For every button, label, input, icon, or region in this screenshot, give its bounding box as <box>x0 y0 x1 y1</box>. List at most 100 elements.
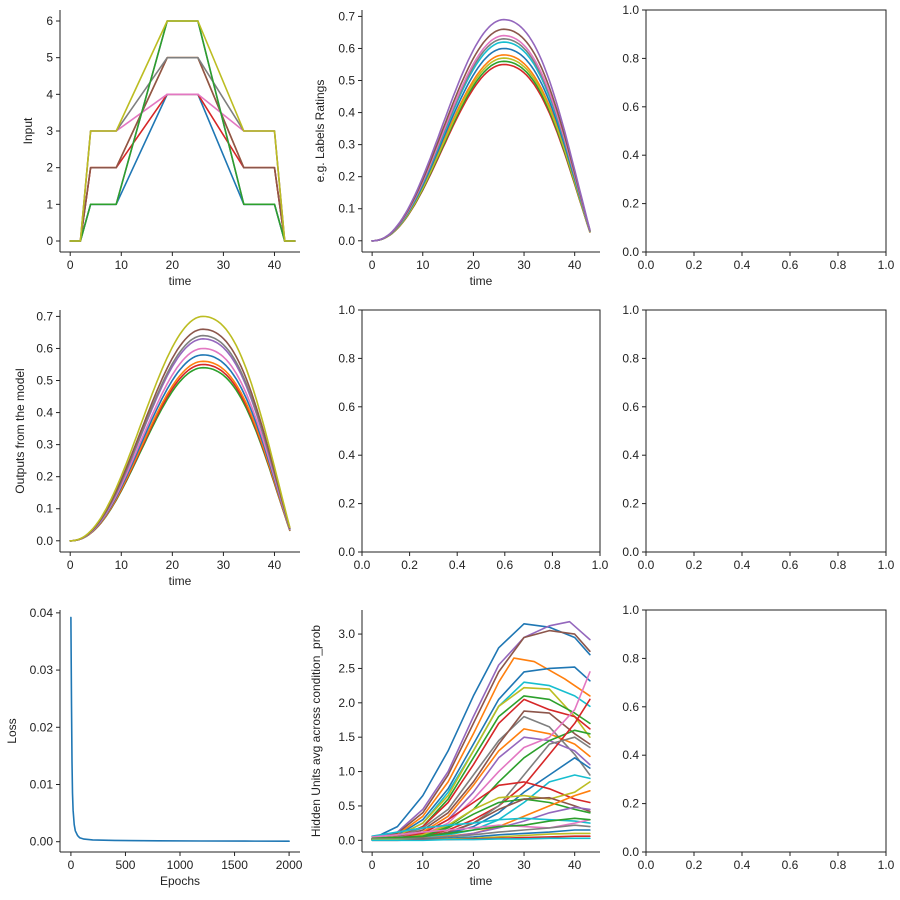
x-tick-label: 0.0 <box>638 858 655 872</box>
x-tick-label: 40 <box>268 258 282 272</box>
x-tick-label: 40 <box>568 258 582 272</box>
series-line-9 <box>69 20 296 242</box>
series-line-3 <box>371 629 591 840</box>
y-tick-label: 0.02 <box>30 720 54 734</box>
x-tick-label: 0.6 <box>496 558 513 572</box>
x-axis-label: Epochs <box>160 874 200 888</box>
y-tick-label: 0.6 <box>622 400 639 414</box>
y-axis-label: e.g. Labels Ratings <box>313 80 327 183</box>
x-tick-label: 0.0 <box>638 558 655 572</box>
axes-frame <box>645 309 887 553</box>
y-tick-label: 2.0 <box>338 696 355 710</box>
subplot-empty-3-3: 0.0 0.2 0.4 0.6 0.8 1.0 0.0 0.2 0.4 0.6 0.8 1.0 <box>622 603 894 872</box>
x-tick-label: 30 <box>217 258 231 272</box>
series-line-2 <box>371 620 591 840</box>
y-tick-label: 0.2 <box>622 197 639 211</box>
x-tick-label: 0 <box>369 258 376 272</box>
series-line-9 <box>69 315 291 542</box>
x-axis-label: time <box>470 874 493 888</box>
y-tick-label: 6 <box>46 14 53 28</box>
y-axis-label: Input <box>21 117 35 144</box>
y-tick-label: 1.0 <box>338 765 355 779</box>
x-tick-label: 10 <box>115 558 129 572</box>
x-tick-label: 10 <box>416 858 430 872</box>
x-tick-label: 0 <box>67 258 74 272</box>
subplot-empty-2-3: 0.0 0.2 0.4 0.6 0.8 1.0 0.0 0.2 0.4 0.6 0.8 1.0 <box>622 303 894 572</box>
y-tick-label: 5 <box>46 51 53 65</box>
x-tick-label: 0.4 <box>449 558 466 572</box>
x-tick-label: 30 <box>217 558 231 572</box>
subplot-empty-1-3: 0.0 0.2 0.4 0.6 0.8 1.0 0.0 0.2 0.4 0.6 0.8 1.0 <box>622 3 894 272</box>
y-tick-label: 0.5 <box>338 74 355 88</box>
y-tick-label: 0.0 <box>622 245 639 259</box>
series-line-4 <box>371 657 591 840</box>
y-tick-label: 0.0 <box>338 545 355 559</box>
x-tick-label: 0.2 <box>401 558 418 572</box>
x-tick-label: 0.2 <box>686 258 703 272</box>
x-tick-label: 1.0 <box>878 858 895 872</box>
x-tick-label: 0.4 <box>734 858 751 872</box>
y-tick-label: 0.7 <box>338 9 355 23</box>
x-tick-label: 0.8 <box>544 558 561 572</box>
y-tick-label: 4 <box>46 87 53 101</box>
y-tick-label: 1.0 <box>622 303 639 317</box>
y-tick-label: 0.0 <box>622 845 639 859</box>
y-tick-label: 0.01 <box>30 777 54 791</box>
axes-frame <box>645 609 887 853</box>
series-line-27 <box>371 818 591 838</box>
x-tick-label: 20 <box>467 258 481 272</box>
x-tick-label: 0.0 <box>638 258 655 272</box>
series-line-5 <box>371 666 591 840</box>
x-tick-label: 1.0 <box>878 558 895 572</box>
x-tick-label: 1500 <box>221 858 248 872</box>
y-tick-label: 0.5 <box>36 374 53 388</box>
y-tick-label: 2.5 <box>338 661 355 675</box>
y-tick-label: 0.6 <box>622 700 639 714</box>
x-tick-label: 0.6 <box>782 858 799 872</box>
x-tick-label: 1.0 <box>592 558 609 572</box>
y-tick-label: 0 <box>46 234 53 248</box>
y-tick-label: 0.8 <box>622 351 639 365</box>
y-tick-label: 0.00 <box>30 835 54 849</box>
x-tick-label: 20 <box>166 258 180 272</box>
x-tick-label: 0.6 <box>782 558 799 572</box>
y-tick-label: 0.0 <box>338 833 355 847</box>
y-tick-label: 0.6 <box>622 100 639 114</box>
subplot-loss: 0 500 1000 1500 2000 0.00 0.01 0.02 0.03 0.04 Epoc… <box>5 606 303 888</box>
x-tick-label: 0.0 <box>354 558 371 572</box>
y-axis-label: Outputs from the model <box>13 368 27 493</box>
y-tick-label: 0.5 <box>338 799 355 813</box>
y-tick-label: 0.2 <box>36 470 53 484</box>
y-tick-label: 0.6 <box>36 341 53 355</box>
y-tick-label: 0.7 <box>36 309 53 323</box>
y-tick-label: 2 <box>46 161 53 175</box>
x-tick-label: 0.8 <box>830 258 847 272</box>
x-tick-label: 0.2 <box>686 558 703 572</box>
y-tick-label: 0.0 <box>36 534 53 548</box>
y-tick-label: 0.2 <box>622 797 639 811</box>
subplot-labels: 0 10 20 30 40 0.0 0.1 0.2 0.3 0.4 0.5 0.6 0.7 time e.g… <box>313 9 600 288</box>
x-tick-label: 0.4 <box>734 558 751 572</box>
x-tick-label: 0.6 <box>782 258 799 272</box>
x-axis-label: time <box>169 274 192 288</box>
y-tick-label: 0.1 <box>338 202 355 216</box>
x-tick-label: 0 <box>68 858 75 872</box>
y-tick-label: 0.03 <box>30 663 54 677</box>
series-line-28 <box>371 817 591 840</box>
series-line-1 <box>70 616 290 842</box>
y-tick-label: 3.0 <box>338 627 355 641</box>
x-axis-label: time <box>169 574 192 588</box>
series-line-10 <box>371 18 591 242</box>
y-tick-label: 0.8 <box>622 651 639 665</box>
x-tick-label: 20 <box>166 558 180 572</box>
x-tick-label: 0.2 <box>686 858 703 872</box>
y-tick-label: 0.6 <box>338 400 355 414</box>
y-tick-label: 1.0 <box>622 3 639 17</box>
y-tick-label: 0.4 <box>338 448 355 462</box>
y-tick-label: 0.8 <box>338 351 355 365</box>
x-tick-label: 20 <box>467 858 481 872</box>
y-tick-label: 0.2 <box>622 497 639 511</box>
y-tick-label: 1.0 <box>338 303 355 317</box>
y-tick-label: 3 <box>46 124 53 138</box>
